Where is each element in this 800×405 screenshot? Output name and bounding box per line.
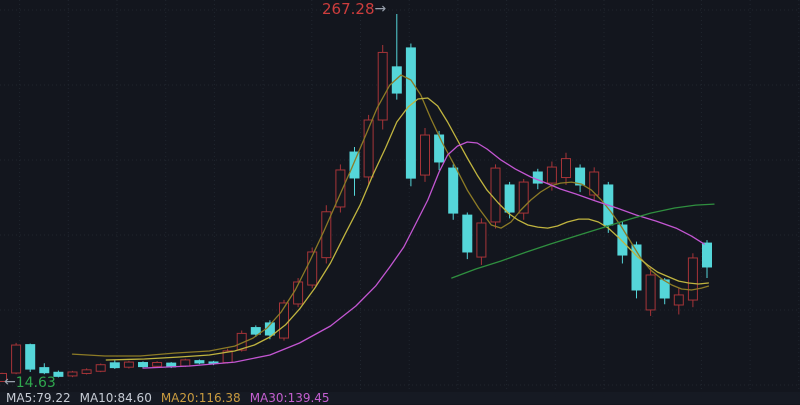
candle-down [25, 344, 36, 370]
MA-mid-line [105, 97, 710, 361]
candle-down [208, 361, 219, 364]
candle-down [138, 362, 148, 368]
MA-long-line [451, 203, 715, 279]
candle-up [645, 274, 656, 311]
ma-legend-item: MA20:116.38 [160, 391, 241, 405]
candle-down [109, 362, 120, 369]
candle-up [81, 369, 92, 374]
candle-up [180, 359, 191, 367]
candle-up [546, 166, 557, 184]
candle-down [462, 214, 473, 253]
candle-down [53, 371, 64, 377]
candle-up [518, 181, 529, 214]
candle-down [39, 367, 50, 374]
candle-down [702, 242, 712, 268]
candle-up [335, 169, 346, 208]
candle-up [307, 251, 318, 286]
candle-down [391, 66, 402, 94]
ma-legend-item: MA10:84.60 [79, 391, 152, 405]
candle-up [687, 257, 698, 301]
candle-down [349, 151, 360, 179]
candle-up [420, 134, 430, 176]
candle-up [0, 372, 7, 382]
candle-up [589, 171, 600, 196]
candle-up [11, 344, 22, 374]
candle-up [95, 364, 106, 372]
candle-up [561, 158, 571, 179]
candle-down [250, 327, 261, 335]
candle-up [67, 371, 78, 377]
candle-down [434, 134, 445, 163]
candle-down [405, 47, 416, 179]
candle-up [476, 222, 487, 258]
candle-up [123, 361, 134, 368]
candle-up [152, 362, 163, 367]
candle-up [377, 51, 388, 121]
candle-down [575, 167, 586, 186]
candle-down [448, 167, 459, 214]
candle-up [490, 167, 501, 223]
ma-legend-strip: MA5:79.22 MA10:84.60 MA20:116.38 MA30:139.4… [0, 392, 800, 404]
ma-legend-item: MA30:139.45 [249, 391, 330, 405]
candle-up [363, 119, 374, 178]
MA-slow-line [142, 141, 705, 369]
ma-legend-item: MA5:79.22 [6, 391, 71, 405]
MA-fast-line [71, 74, 710, 357]
candle-down [659, 279, 670, 299]
candle-up [673, 294, 684, 306]
candle-down [504, 184, 515, 213]
candle-down [617, 224, 628, 256]
candle-down [194, 360, 205, 364]
candle-down [631, 244, 642, 291]
